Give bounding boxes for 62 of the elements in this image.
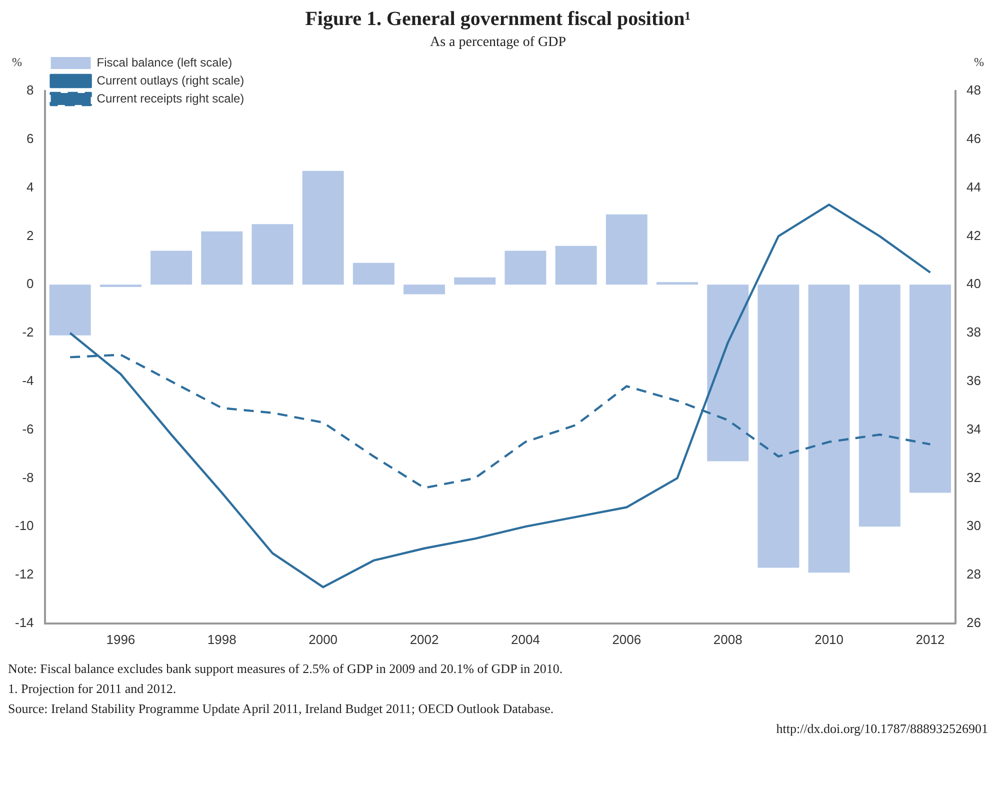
y-tick-label: -4 (22, 372, 34, 388)
x-tick-label: 2012 (916, 632, 945, 647)
bar (150, 250, 192, 285)
x-tick-label: 2008 (713, 632, 742, 647)
bar (758, 284, 800, 568)
legend-label: Current receipts right scale) (96, 91, 244, 106)
x-tick-label: 2010 (814, 632, 844, 647)
y2-tick-label: 30 (966, 518, 982, 534)
bar (504, 250, 546, 285)
bar (707, 284, 749, 462)
text: http://dx.doi.org/10.1787/888932526901 (775, 720, 988, 738)
y2-axis-title: % (974, 55, 984, 70)
y2-tick-label: 46 (966, 130, 982, 146)
source-note: Source: Ireland Stability Programme Update April 2011, Ireland Budget 2011; OECD Outlook Database. (8, 700, 555, 718)
bar (909, 284, 951, 493)
y2-tick-label: 38 (966, 324, 982, 340)
y-tick-label: 8 (26, 82, 34, 98)
bar (100, 284, 142, 288)
y2-tick-label: 28 (966, 566, 982, 582)
y-tick-label: -14 (14, 614, 34, 630)
x-tick-label: 2004 (511, 632, 540, 647)
x-tick-label: 2002 (410, 632, 439, 647)
y-tick-label: -12 (14, 566, 34, 582)
y2-tick-label: 40 (966, 276, 982, 292)
legend-label: Current outlays (right scale) (96, 73, 244, 88)
bar (302, 170, 344, 285)
chart-subtitle: As a percentage of GDP (428, 35, 568, 51)
x-tick-label: 2006 (612, 632, 642, 647)
y-tick-label: -2 (22, 324, 34, 340)
y-tick-label: -8 (22, 470, 34, 485)
chart-title: Figure 1. General government fiscal position¹ (304, 8, 692, 31)
bar (606, 214, 648, 285)
bar (858, 284, 900, 527)
bar (808, 284, 850, 573)
bar (454, 277, 496, 285)
y2-tick-label: 32 (966, 470, 982, 485)
y-tick-label: 2 (26, 228, 34, 243)
bar (555, 246, 597, 285)
bar (352, 262, 394, 285)
legend-label: Fiscal balance (left scale) (96, 55, 232, 70)
y-tick-label: -10 (14, 518, 34, 534)
y2-tick-label: 44 (966, 179, 982, 194)
x-tick-label: 2000 (308, 632, 338, 647)
text: Note: Fiscal balance excludes bank support measures of 2.5% of GDP in 2009 and 20.1% of GDP in 2010. (8, 660, 564, 678)
x-tick-label: 1998 (207, 632, 236, 647)
text: 1. Projection for 2011 and 2012. (8, 680, 178, 698)
bar (252, 224, 294, 285)
y2-tick-label: 48 (966, 82, 982, 98)
y-tick-label: 4 (26, 179, 34, 194)
y-axis-title: % (12, 55, 22, 70)
y2-tick-label: 42 (966, 228, 982, 243)
bar (201, 231, 243, 285)
y-tick-label: -6 (22, 421, 34, 436)
bar (49, 284, 91, 336)
x-tick-label: 1996 (106, 632, 136, 647)
y-tick-label: 6 (26, 130, 34, 146)
y2-tick-label: 36 (966, 372, 982, 388)
y2-tick-label: 26 (966, 614, 982, 630)
bar (404, 284, 446, 294)
bar (656, 282, 698, 285)
y2-tick-label: 34 (966, 421, 982, 436)
y-tick-label: 0 (26, 276, 34, 292)
